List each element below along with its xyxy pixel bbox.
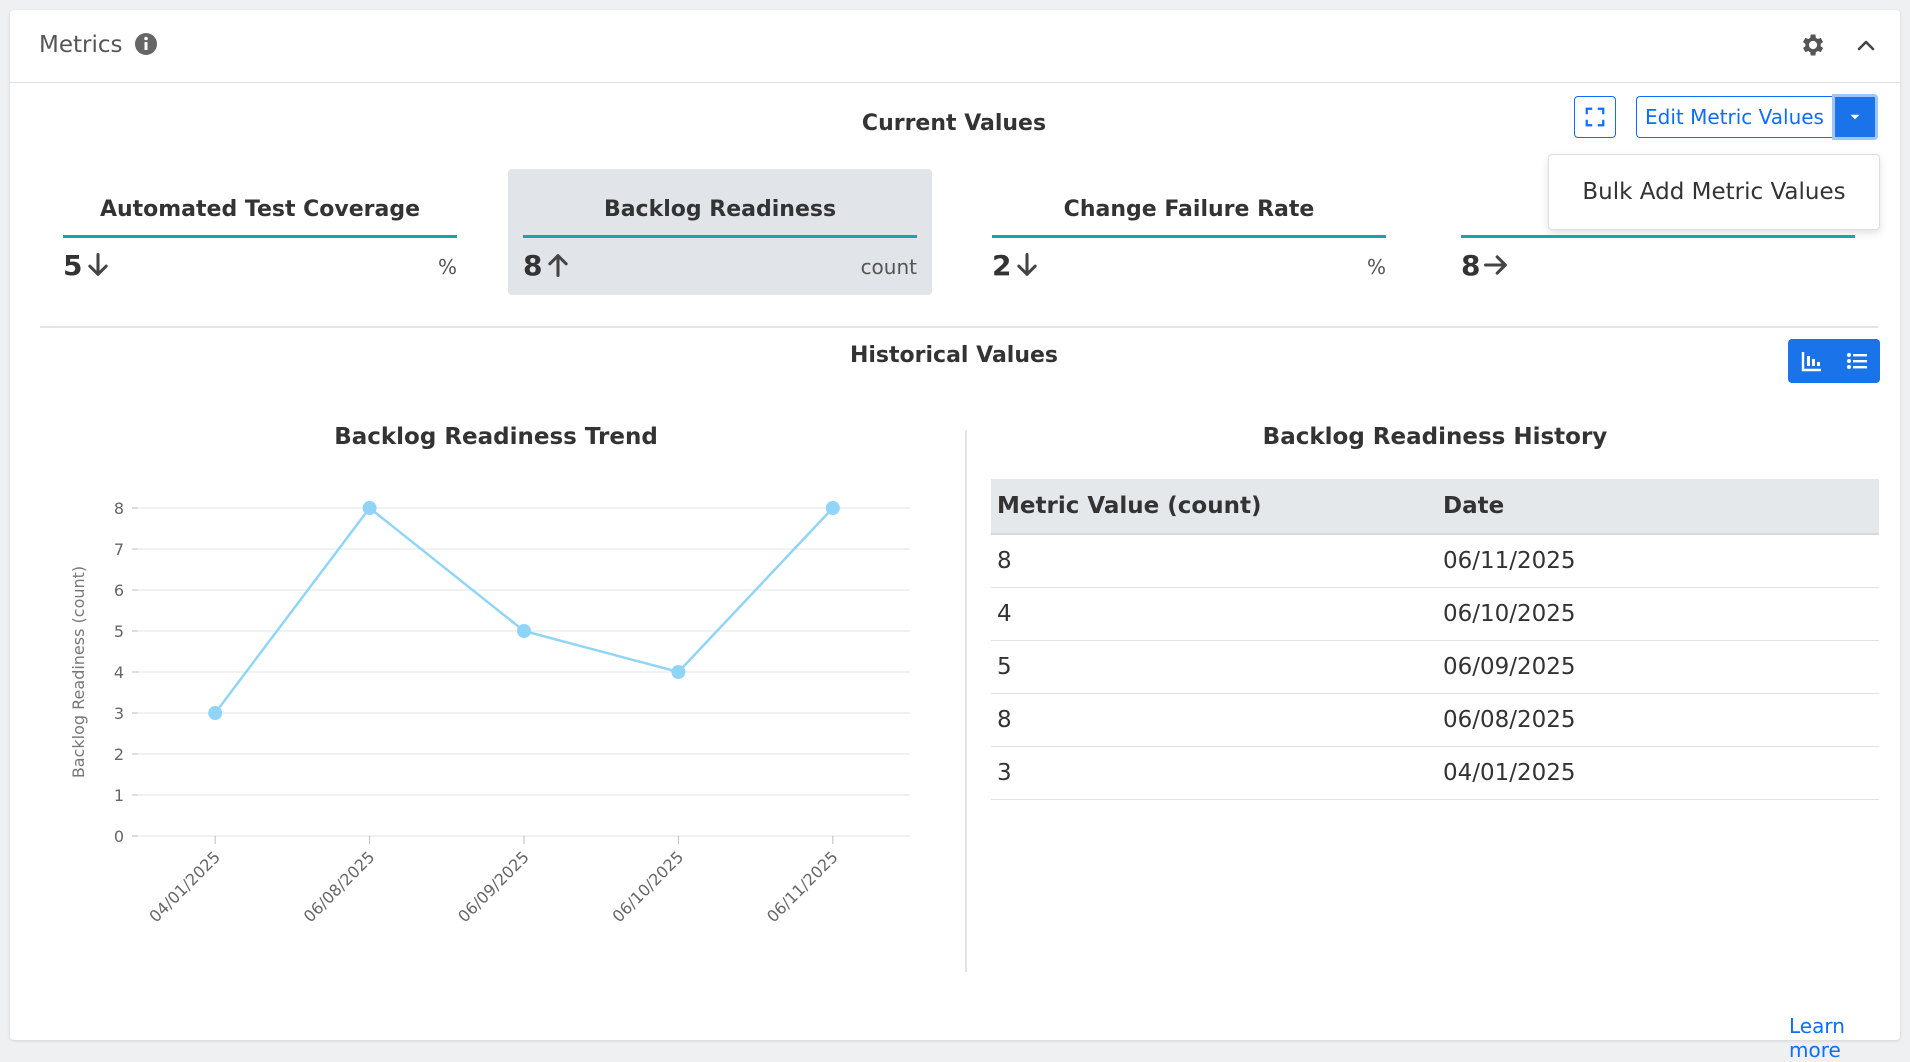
y-tick-label: 3 xyxy=(114,704,124,723)
table-row: 8 06/08/2025 xyxy=(991,693,1879,747)
cell-date: 06/08/2025 xyxy=(1437,693,1879,747)
series-line xyxy=(214,506,834,714)
cell-value: 8 xyxy=(991,693,1437,747)
caret-down-icon xyxy=(1850,114,1860,120)
info-icon[interactable] xyxy=(134,32,158,56)
y-tick-label: 1 xyxy=(114,786,124,805)
metric-divider xyxy=(523,235,917,238)
gear-icon[interactable] xyxy=(1798,31,1826,59)
table-row: 5 06/09/2025 xyxy=(991,640,1879,694)
x-tick-label: 06/09/2025 xyxy=(454,847,533,926)
backlog-readiness-trend-chart: 0 1 2 3 4 5 6 7 8 04/01/2025 06/08/2025 06/09/2025 0… xyxy=(69,499,910,926)
metric-unit: count xyxy=(860,255,917,279)
y-tick-label: 0 xyxy=(114,827,124,846)
vertical-divider xyxy=(965,430,967,972)
data-point xyxy=(208,706,223,720)
cell-date: 04/01/2025 xyxy=(1437,746,1879,800)
metric-value: 8 xyxy=(1461,249,1481,282)
metric-card-fourth[interactable]: 8 xyxy=(1446,169,1870,295)
metric-card-automated-test-coverage[interactable]: Automated Test Coverage 5 % xyxy=(48,169,472,295)
panel-header: Metrics xyxy=(10,10,1900,83)
section-divider xyxy=(40,326,1878,328)
edit-options-menu: Bulk Add Metric Values xyxy=(1548,154,1880,230)
y-tick-label: 4 xyxy=(114,663,124,682)
metric-value: 5 xyxy=(63,249,83,282)
metric-divider xyxy=(1461,235,1855,238)
table-header-row: Metric Value (count) Date xyxy=(991,479,1879,535)
x-tick-label: 06/08/2025 xyxy=(300,847,379,926)
learn-more-link[interactable]: Learn more xyxy=(1789,1014,1845,1062)
y-tick-label: 5 xyxy=(114,622,124,641)
data-point xyxy=(517,624,531,638)
metrics-panel: Metrics Current Values Edit Metric Value… xyxy=(10,10,1900,1062)
table-row: 3 04/01/2025 xyxy=(991,746,1879,800)
metric-name: Backlog Readiness xyxy=(603,197,837,222)
y-tick-label: 2 xyxy=(114,745,124,764)
view-toggle-group xyxy=(1788,339,1880,383)
arrow-right-icon xyxy=(1483,255,1507,275)
chevron-up-icon[interactable] xyxy=(1854,34,1878,58)
bulk-add-metric-values-item[interactable]: Bulk Add Metric Values xyxy=(1582,179,1846,205)
y-tick-label: 6 xyxy=(114,581,124,600)
fullscreen-button[interactable] xyxy=(1574,96,1616,138)
cell-value: 3 xyxy=(991,746,1437,800)
cell-date: 06/09/2025 xyxy=(1437,640,1879,694)
panel-title: Metrics xyxy=(39,32,123,58)
arrow-down-icon xyxy=(88,252,108,276)
bar-chart-icon xyxy=(1801,352,1821,372)
x-tick-label: 06/11/2025 xyxy=(763,847,842,926)
cell-value: 5 xyxy=(991,640,1437,694)
cell-value: 4 xyxy=(991,587,1437,641)
cell-value: 8 xyxy=(991,534,1437,588)
fullscreen-icon xyxy=(1585,107,1605,127)
edit-options-toggle[interactable] xyxy=(1832,94,1878,140)
data-point xyxy=(825,501,840,515)
x-tick-label: 06/10/2025 xyxy=(609,847,688,926)
table-title: Backlog Readiness History xyxy=(1262,424,1608,450)
current-values-title: Current Values xyxy=(861,111,1047,136)
metric-card-backlog-readiness[interactable]: Backlog Readiness 8 count xyxy=(508,169,932,295)
history-table: Metric Value (count) Date 8 06/11/2025 4… xyxy=(991,479,1879,800)
column-header-date[interactable]: Date xyxy=(1437,479,1879,535)
chart-view-button[interactable] xyxy=(1788,339,1834,383)
metric-divider xyxy=(63,235,457,238)
y-axis-label: Backlog Readiness (count) xyxy=(69,566,88,778)
list-view-button[interactable] xyxy=(1834,339,1880,383)
metric-name: Automated Test Coverage xyxy=(99,197,421,222)
table-row: 4 06/10/2025 xyxy=(991,587,1879,641)
historical-values-title: Historical Values xyxy=(849,343,1059,368)
y-tick-label: 8 xyxy=(114,499,124,518)
x-tick-label: 04/01/2025 xyxy=(145,847,224,926)
metric-value: 2 xyxy=(992,249,1012,282)
cell-date: 06/10/2025 xyxy=(1437,587,1879,641)
metric-unit: % xyxy=(437,255,457,279)
arrow-down-icon xyxy=(1017,252,1037,276)
table-row: 8 06/11/2025 xyxy=(991,534,1879,588)
metric-card-change-failure-rate[interactable]: Change Failure Rate 2 % xyxy=(977,169,1401,295)
edit-metric-values-button[interactable]: Edit Metric Values xyxy=(1636,96,1832,138)
metric-value: 8 xyxy=(523,249,543,282)
data-point xyxy=(671,665,686,679)
y-tick-label: 7 xyxy=(114,540,124,559)
column-header-metric-value[interactable]: Metric Value (count) xyxy=(991,479,1437,535)
metric-unit: % xyxy=(1366,255,1386,279)
list-icon xyxy=(1847,353,1867,369)
cell-date: 06/11/2025 xyxy=(1437,534,1879,588)
metric-name: Change Failure Rate xyxy=(1063,197,1315,222)
metric-divider xyxy=(992,235,1386,238)
arrow-up-icon xyxy=(548,254,568,278)
data-point xyxy=(362,501,377,515)
chart-title: Backlog Readiness Trend xyxy=(334,424,658,450)
